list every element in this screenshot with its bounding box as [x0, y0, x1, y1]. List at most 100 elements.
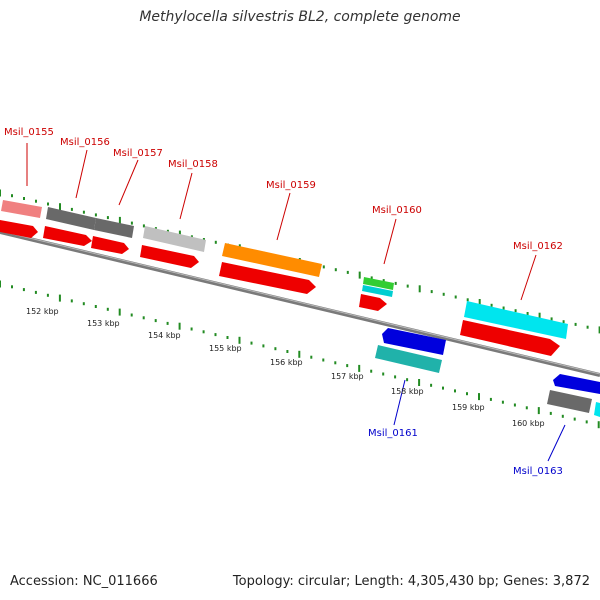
scale-dot-lower: [382, 372, 385, 376]
scale-dot-upper: [0, 189, 1, 197]
kbp-tick-label: 154 kbp: [148, 331, 181, 340]
feature-bar-msil-0160b[interactable]: [362, 285, 393, 297]
feature-bar-msil-0156[interactable]: [46, 207, 96, 230]
scale-dot-upper: [358, 271, 361, 279]
scale-dot-lower: [358, 364, 361, 372]
scale-dot-lower: [585, 420, 588, 424]
scale-dot-lower: [46, 293, 49, 297]
scale-dot-lower: [286, 350, 289, 353]
scale-dot-lower: [406, 378, 409, 382]
scale-dot-upper: [562, 320, 565, 324]
scale-dot-upper: [106, 216, 109, 220]
kbp-tick-label: 159 kbp: [452, 403, 485, 412]
gene-label-msil-0158[interactable]: Msil_0158: [168, 159, 218, 170]
gene-label-msil-0160[interactable]: Msil_0160: [372, 205, 422, 216]
map-title: Methylocella silvestris BL2, complete ge…: [139, 9, 461, 25]
gene-arrow-msil-0157[interactable]: [91, 236, 129, 254]
scale-dot-lower: [118, 308, 121, 316]
scale-dot-lower: [489, 397, 492, 401]
scale-dot-upper: [490, 303, 493, 307]
kbp-tick-label: 160 kbp: [512, 419, 545, 428]
scale-dot-lower: [11, 285, 13, 289]
scale-dot-upper: [454, 295, 457, 299]
gene-arrow-msil-0162[interactable]: [460, 320, 560, 356]
kbp-tick-label: 155 kbp: [209, 344, 242, 353]
scale-dot-upper: [418, 285, 421, 293]
scale-dot-upper: [394, 281, 397, 285]
kbp-tick-label: 158 kbp: [391, 387, 424, 396]
scale-dot-lower: [82, 302, 85, 306]
gene-arrow-msil-0160[interactable]: [359, 294, 387, 311]
scale-dot-upper: [47, 202, 49, 206]
feature-bar-msil-0159[interactable]: [222, 243, 322, 277]
label-leader-lines: [26, 143, 566, 462]
gene-arrow-msil-0163[interactable]: [553, 374, 600, 394]
gene-labels: Msil_0155 Msil_0156 Msil_0157 Msil_0158 …: [4, 127, 563, 477]
scale-dot-upper: [346, 270, 349, 274]
gene-label-msil-0155[interactable]: Msil_0155: [4, 127, 54, 138]
feature-bar-msil-0163[interactable]: [547, 390, 592, 413]
genome-backbone-highlight: [0, 230, 600, 375]
feature-bar-msil-0164[interactable]: [594, 402, 600, 417]
scale-dot-lower: [370, 369, 373, 373]
scale-dot-upper: [478, 299, 481, 306]
scale-dot-upper: [59, 203, 61, 211]
scale-dot-lower: [106, 307, 109, 311]
scale-dot-lower: [130, 313, 133, 317]
scale-dot-lower: [597, 421, 600, 429]
genome-backbone: [0, 230, 600, 377]
scale-dot-lower: [537, 407, 540, 415]
gene-arrow-msil-0158[interactable]: [140, 245, 199, 268]
gene-label-msil-0157[interactable]: Msil_0157: [113, 148, 163, 159]
scale-dot-lower: [561, 414, 564, 418]
scale-dot-upper: [214, 240, 217, 244]
scale-dot-lower: [274, 347, 277, 351]
feature-bar-msil-0157[interactable]: [94, 218, 134, 238]
scale-dot-lower: [346, 364, 349, 368]
kbp-tick-label: 152 kbp: [26, 307, 59, 316]
kbp-tick-label: 153 kbp: [87, 319, 120, 328]
gene-label-msil-0162[interactable]: Msil_0162: [513, 241, 563, 252]
scale-dot-lower: [466, 392, 468, 396]
scale-dot-upper: [466, 298, 469, 302]
scale-dot-lower: [226, 336, 229, 339]
scale-dot-upper: [70, 207, 73, 211]
scale-dot-lower: [298, 350, 301, 358]
scale-dot-lower: [34, 290, 37, 294]
feature-bar-msil-0158[interactable]: [143, 226, 206, 252]
scale-dot-upper: [382, 279, 385, 283]
gene-label-msil-0159[interactable]: Msil_0159: [266, 180, 316, 191]
gene-arrow-msil-0161[interactable]: [382, 328, 446, 355]
scale-dot-upper: [130, 221, 133, 225]
scale-dot-lower: [58, 294, 61, 302]
scale-dot-upper: [574, 322, 577, 326]
scale-dot-upper: [550, 317, 553, 321]
scale-dot-upper: [11, 194, 13, 198]
scale-dot-upper: [334, 268, 337, 272]
feature-bar-msil-0155[interactable]: [1, 200, 42, 218]
scale-dot-lower: [250, 341, 253, 345]
feature-bar-msil-0161[interactable]: [375, 345, 442, 373]
gene-label-msil-0163[interactable]: Msil_0163: [513, 466, 563, 477]
gene-arrow-msil-0156[interactable]: [43, 226, 92, 246]
scale-dot-lower: [178, 322, 181, 330]
feature-bar-msil-0162[interactable]: [464, 301, 568, 339]
scale-dot-upper: [23, 197, 25, 200]
gene-label-msil-0161[interactable]: Msil_0161: [368, 428, 418, 439]
scale-dot-lower: [202, 330, 205, 334]
scale-dot-upper: [442, 292, 445, 296]
scale-dot-lower: [513, 403, 516, 407]
gene-label-msil-0156[interactable]: Msil_0156: [60, 137, 110, 148]
scale-dot-lower: [310, 355, 313, 359]
scale-dot-upper: [202, 238, 205, 241]
scale-dot-lower: [334, 361, 337, 365]
gene-arrow-msil-0159[interactable]: [219, 262, 316, 294]
scale-dot-lower: [525, 406, 528, 410]
feature-bar-msil-0160a[interactable]: [363, 277, 394, 290]
scale-dot-upper: [82, 210, 85, 214]
scale-dot-upper: [514, 309, 517, 313]
gene-arrow-msil-0155[interactable]: [0, 220, 38, 238]
scale-dot-lower: [573, 417, 576, 421]
scale-dot-lower: [478, 393, 480, 401]
